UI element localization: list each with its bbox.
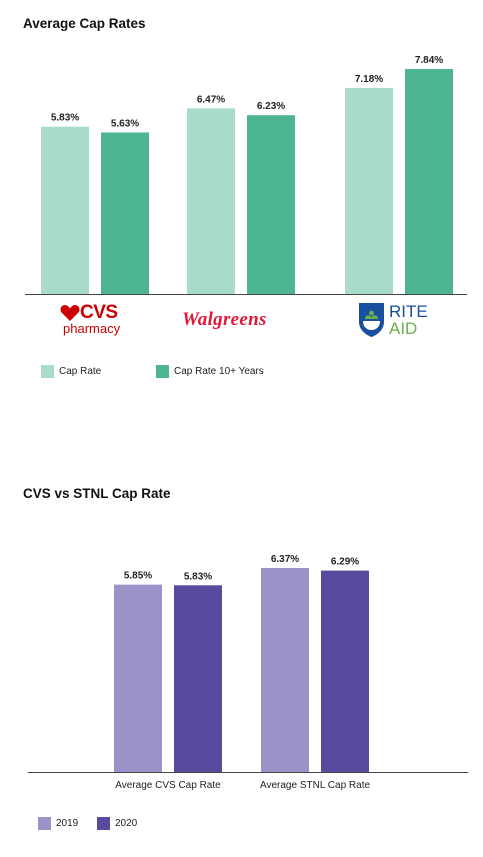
bar-cap-rate-10-years-cvs-pharmacy [101,132,149,294]
legend-label: Cap Rate 10+ Years [174,366,264,377]
legend-item-2020: 2020 [97,817,137,830]
rite-logo-text-top: RITE [389,302,428,321]
data-label-2019-average-stnl-cap-rate: 6.37% [271,554,299,565]
data-label-2020-average-stnl-cap-rate: 6.29% [331,557,359,568]
cvs-logo-text: CVS [80,302,118,323]
bar-cap-rate-rite-aid [345,87,393,294]
category-label-average-cvs-cap-rate: Average CVS Cap Rate [115,780,221,791]
bar-2019-average-stnl-cap-rate [261,568,309,772]
shield-icon [359,303,384,337]
bar-2020-average-cvs-cap-rate [174,585,222,772]
bar-2019-average-cvs-cap-rate [114,584,162,772]
bar-cap-rate-10-years-walgreens [247,115,295,295]
data-label-cap-rate-10-years-rite-aid: 7.84% [415,55,443,66]
rite-aid-logo: RITE AID [358,302,438,342]
legend-swatch [156,365,169,378]
legend-label: 2020 [115,818,138,829]
legend-swatch [97,817,110,830]
cvs-pharmacy-logo: CVS pharmacy [60,303,136,341]
bar-cap-rate-walgreens [187,108,235,295]
legend-item-2019: 2019 [38,817,78,830]
bar-2020-average-stnl-cap-rate [321,570,369,772]
bar-cap-rate-cvs-pharmacy [41,126,89,294]
legend-item-cap-rate-10-years: Cap Rate 10+ Years [156,365,264,378]
data-label-2019-average-cvs-cap-rate: 5.85% [124,571,152,582]
data-label-cap-rate-cvs-pharmacy: 5.83% [51,113,79,124]
category-label-average-stnl-cap-rate: Average STNL Cap Rate [260,780,370,791]
bar-cap-rate-10-years-rite-aid [405,69,453,294]
data-label-2020-average-cvs-cap-rate: 5.83% [184,571,212,582]
chart-title-cvs-vs-stnl: CVS vs STNL Cap Rate [23,486,171,501]
legend-item-cap-rate: Cap Rate [41,365,101,378]
rite-logo-text-bottom: AID [389,319,418,338]
cvs-logo-subtext: pharmacy [63,321,121,336]
walgreens-logo: Walgreens [182,309,267,330]
data-label-cap-rate-10-years-walgreens: 6.23% [257,101,285,112]
data-label-cap-rate-walgreens: 6.47% [197,94,225,105]
data-label-cap-rate-10-years-cvs-pharmacy: 5.63% [111,118,139,129]
legend-label: Cap Rate [59,366,102,377]
chart-title-average-cap-rates: Average Cap Rates [23,16,146,31]
heart-icon [60,304,80,321]
legend-swatch [38,817,51,830]
legend-swatch [41,365,54,378]
legend-label: 2019 [56,818,79,829]
data-label-cap-rate-rite-aid: 7.18% [355,74,383,85]
average-cap-rates-chart: 5.83% 5.63% 6.47% 6.23% 7.18% 7.84% [25,55,467,295]
